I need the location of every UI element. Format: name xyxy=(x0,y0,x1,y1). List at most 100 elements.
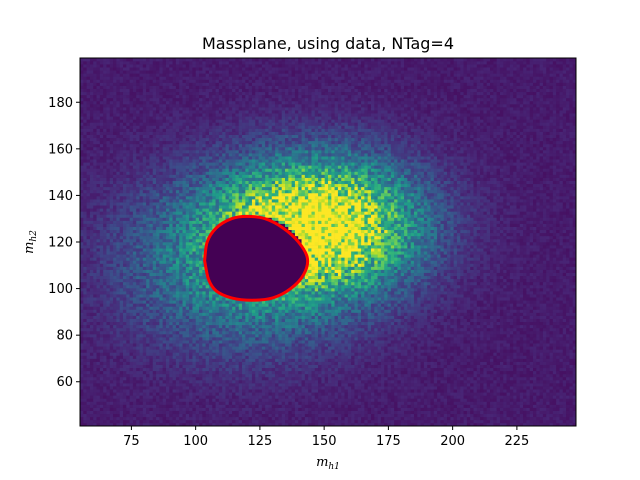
heatmap-cell xyxy=(129,383,134,387)
heatmap-cell xyxy=(122,340,127,344)
heatmap-cell xyxy=(126,352,130,356)
heatmap-cell xyxy=(165,355,170,359)
heatmap-cell xyxy=(281,343,286,347)
heatmap-cell xyxy=(202,404,206,408)
heatmap-cell xyxy=(139,373,144,378)
heatmap-cell xyxy=(139,321,144,326)
heatmap-cell xyxy=(533,401,537,405)
heatmap-cell xyxy=(83,358,87,362)
heatmap-cell xyxy=(423,352,428,356)
heatmap-cell xyxy=(417,343,421,347)
heatmap-cell xyxy=(440,334,445,338)
heatmap-cell xyxy=(367,340,372,344)
heatmap-cell xyxy=(182,373,187,378)
heatmap-cell xyxy=(334,337,339,341)
heatmap-cell xyxy=(552,343,557,347)
heatmap-cell xyxy=(129,327,134,332)
heatmap-cell xyxy=(182,364,187,369)
heatmap-cell xyxy=(142,422,147,427)
heatmap-cell xyxy=(433,389,438,393)
heatmap-cell xyxy=(169,376,173,381)
heatmap-cell xyxy=(304,349,309,353)
heatmap-cell xyxy=(390,346,395,350)
heatmap-cell xyxy=(361,376,365,381)
heatmap-cell xyxy=(288,373,292,378)
heatmap-cell xyxy=(337,404,342,408)
heatmap-cell xyxy=(162,389,167,393)
heatmap-cell xyxy=(407,367,411,372)
heatmap-cell xyxy=(281,330,286,335)
heatmap-cell xyxy=(321,358,325,362)
heatmap-cell xyxy=(516,413,521,418)
heatmap-cell xyxy=(89,367,94,372)
heatmap-cell xyxy=(417,364,421,369)
heatmap-cell xyxy=(351,324,355,329)
heatmap-cell xyxy=(205,383,210,387)
heatmap-cell xyxy=(132,370,137,375)
heatmap-cell xyxy=(222,376,226,381)
heatmap-cell xyxy=(460,324,464,329)
heatmap-cell xyxy=(466,334,471,338)
heatmap-cell xyxy=(314,401,319,405)
heatmap-cell xyxy=(275,389,279,393)
heatmap-cell xyxy=(509,352,514,356)
heatmap-cell xyxy=(450,364,454,369)
heatmap-cell xyxy=(476,383,481,387)
heatmap-cell xyxy=(410,346,415,350)
heatmap-cell xyxy=(172,389,177,393)
heatmap-cell xyxy=(493,380,497,384)
heatmap-cell xyxy=(136,343,140,347)
heatmap-cell xyxy=(542,422,547,427)
heatmap-cell xyxy=(430,340,435,344)
heatmap-cell xyxy=(566,340,570,344)
heatmap-cell xyxy=(165,334,170,338)
heatmap-cell xyxy=(404,349,408,353)
heatmap-cell xyxy=(503,334,507,338)
heatmap-cell xyxy=(103,401,107,405)
heatmap-cell xyxy=(496,407,501,411)
heatmap-cell xyxy=(370,422,375,427)
heatmap-cell xyxy=(199,349,203,353)
heatmap-cell xyxy=(493,352,497,356)
heatmap-cell xyxy=(142,355,147,359)
heatmap-cell xyxy=(509,389,514,393)
heatmap-cell xyxy=(228,352,233,356)
heatmap-cell xyxy=(427,327,431,332)
heatmap-cell xyxy=(513,373,517,378)
heatmap-cell xyxy=(400,355,405,359)
heatmap-cell xyxy=(80,349,84,353)
heatmap-cell xyxy=(499,361,504,365)
heatmap-cell xyxy=(195,395,200,399)
heatmap-cell xyxy=(235,327,240,332)
heatmap-cell xyxy=(103,330,107,335)
heatmap-cell xyxy=(473,343,478,347)
heatmap-cell xyxy=(318,413,322,418)
heatmap-cell xyxy=(129,358,134,362)
heatmap-cell xyxy=(228,355,233,359)
heatmap-cell xyxy=(509,337,514,341)
heatmap-cell xyxy=(364,383,368,387)
heatmap-cell xyxy=(119,398,124,402)
heatmap-cell xyxy=(519,386,524,390)
heatmap-cell xyxy=(195,361,200,365)
heatmap-cell xyxy=(430,361,435,365)
heatmap-cell xyxy=(268,380,273,384)
heatmap-cell xyxy=(423,422,428,427)
heatmap-cell xyxy=(354,419,359,424)
heatmap-cell xyxy=(265,367,269,372)
heatmap-cell xyxy=(132,321,137,326)
heatmap-cell xyxy=(106,386,111,390)
heatmap-cell xyxy=(235,419,240,424)
heatmap-cell xyxy=(380,352,385,356)
heatmap-cell xyxy=(311,346,316,350)
heatmap-cell xyxy=(119,346,124,350)
heatmap-cell xyxy=(119,380,124,384)
heatmap-cell xyxy=(159,416,163,421)
heatmap-cell xyxy=(103,349,107,353)
heatmap-cell xyxy=(116,389,120,393)
heatmap-cell xyxy=(258,361,263,365)
heatmap-cell xyxy=(351,392,355,396)
heatmap-cell xyxy=(308,358,312,362)
heatmap-cell xyxy=(268,401,273,405)
heatmap-cell xyxy=(136,340,140,344)
